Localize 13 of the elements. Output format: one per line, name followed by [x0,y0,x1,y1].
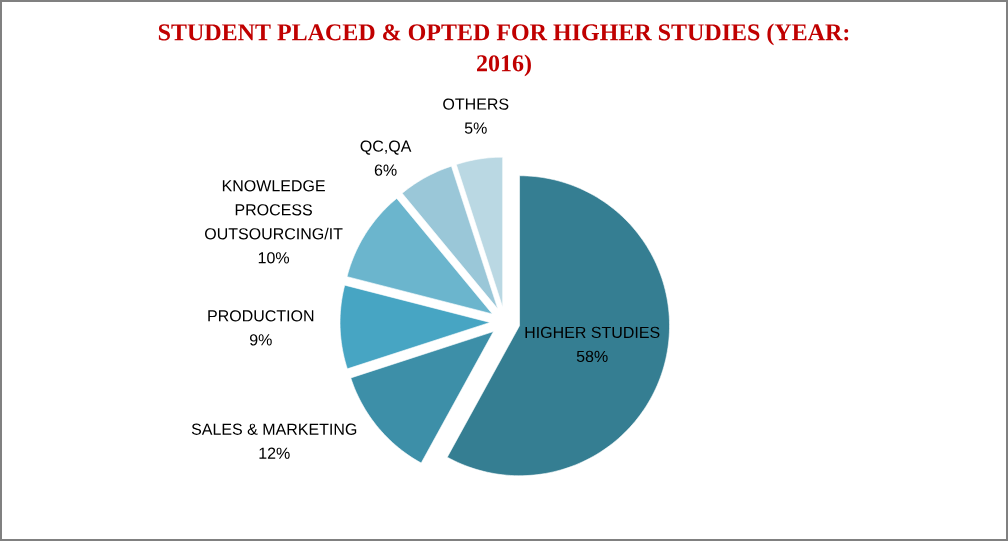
slice-label: QC,QA [360,140,412,155]
slice-label: HIGHER STUDIES [525,326,660,339]
chart-title: STUDENT PLACED & OPTED FOR HIGHER STUDIES (YEAR: 2016) [158,23,849,77]
data-label: 58% [576,350,608,363]
data-label: 10% [258,252,290,264]
slice-label: SALES & MARKETING [191,423,357,435]
slice-label: PRODUCTION [208,310,314,322]
data-label: 9% [249,334,272,346]
slice-label: OTHERS [443,98,509,110]
data-label: 12% [259,447,290,459]
data-label: 6% [374,164,397,176]
data-label: 5% [464,122,487,134]
slice-label: KNOWLEDGE PROCESS OUTSOURCING/IT [205,180,343,240]
